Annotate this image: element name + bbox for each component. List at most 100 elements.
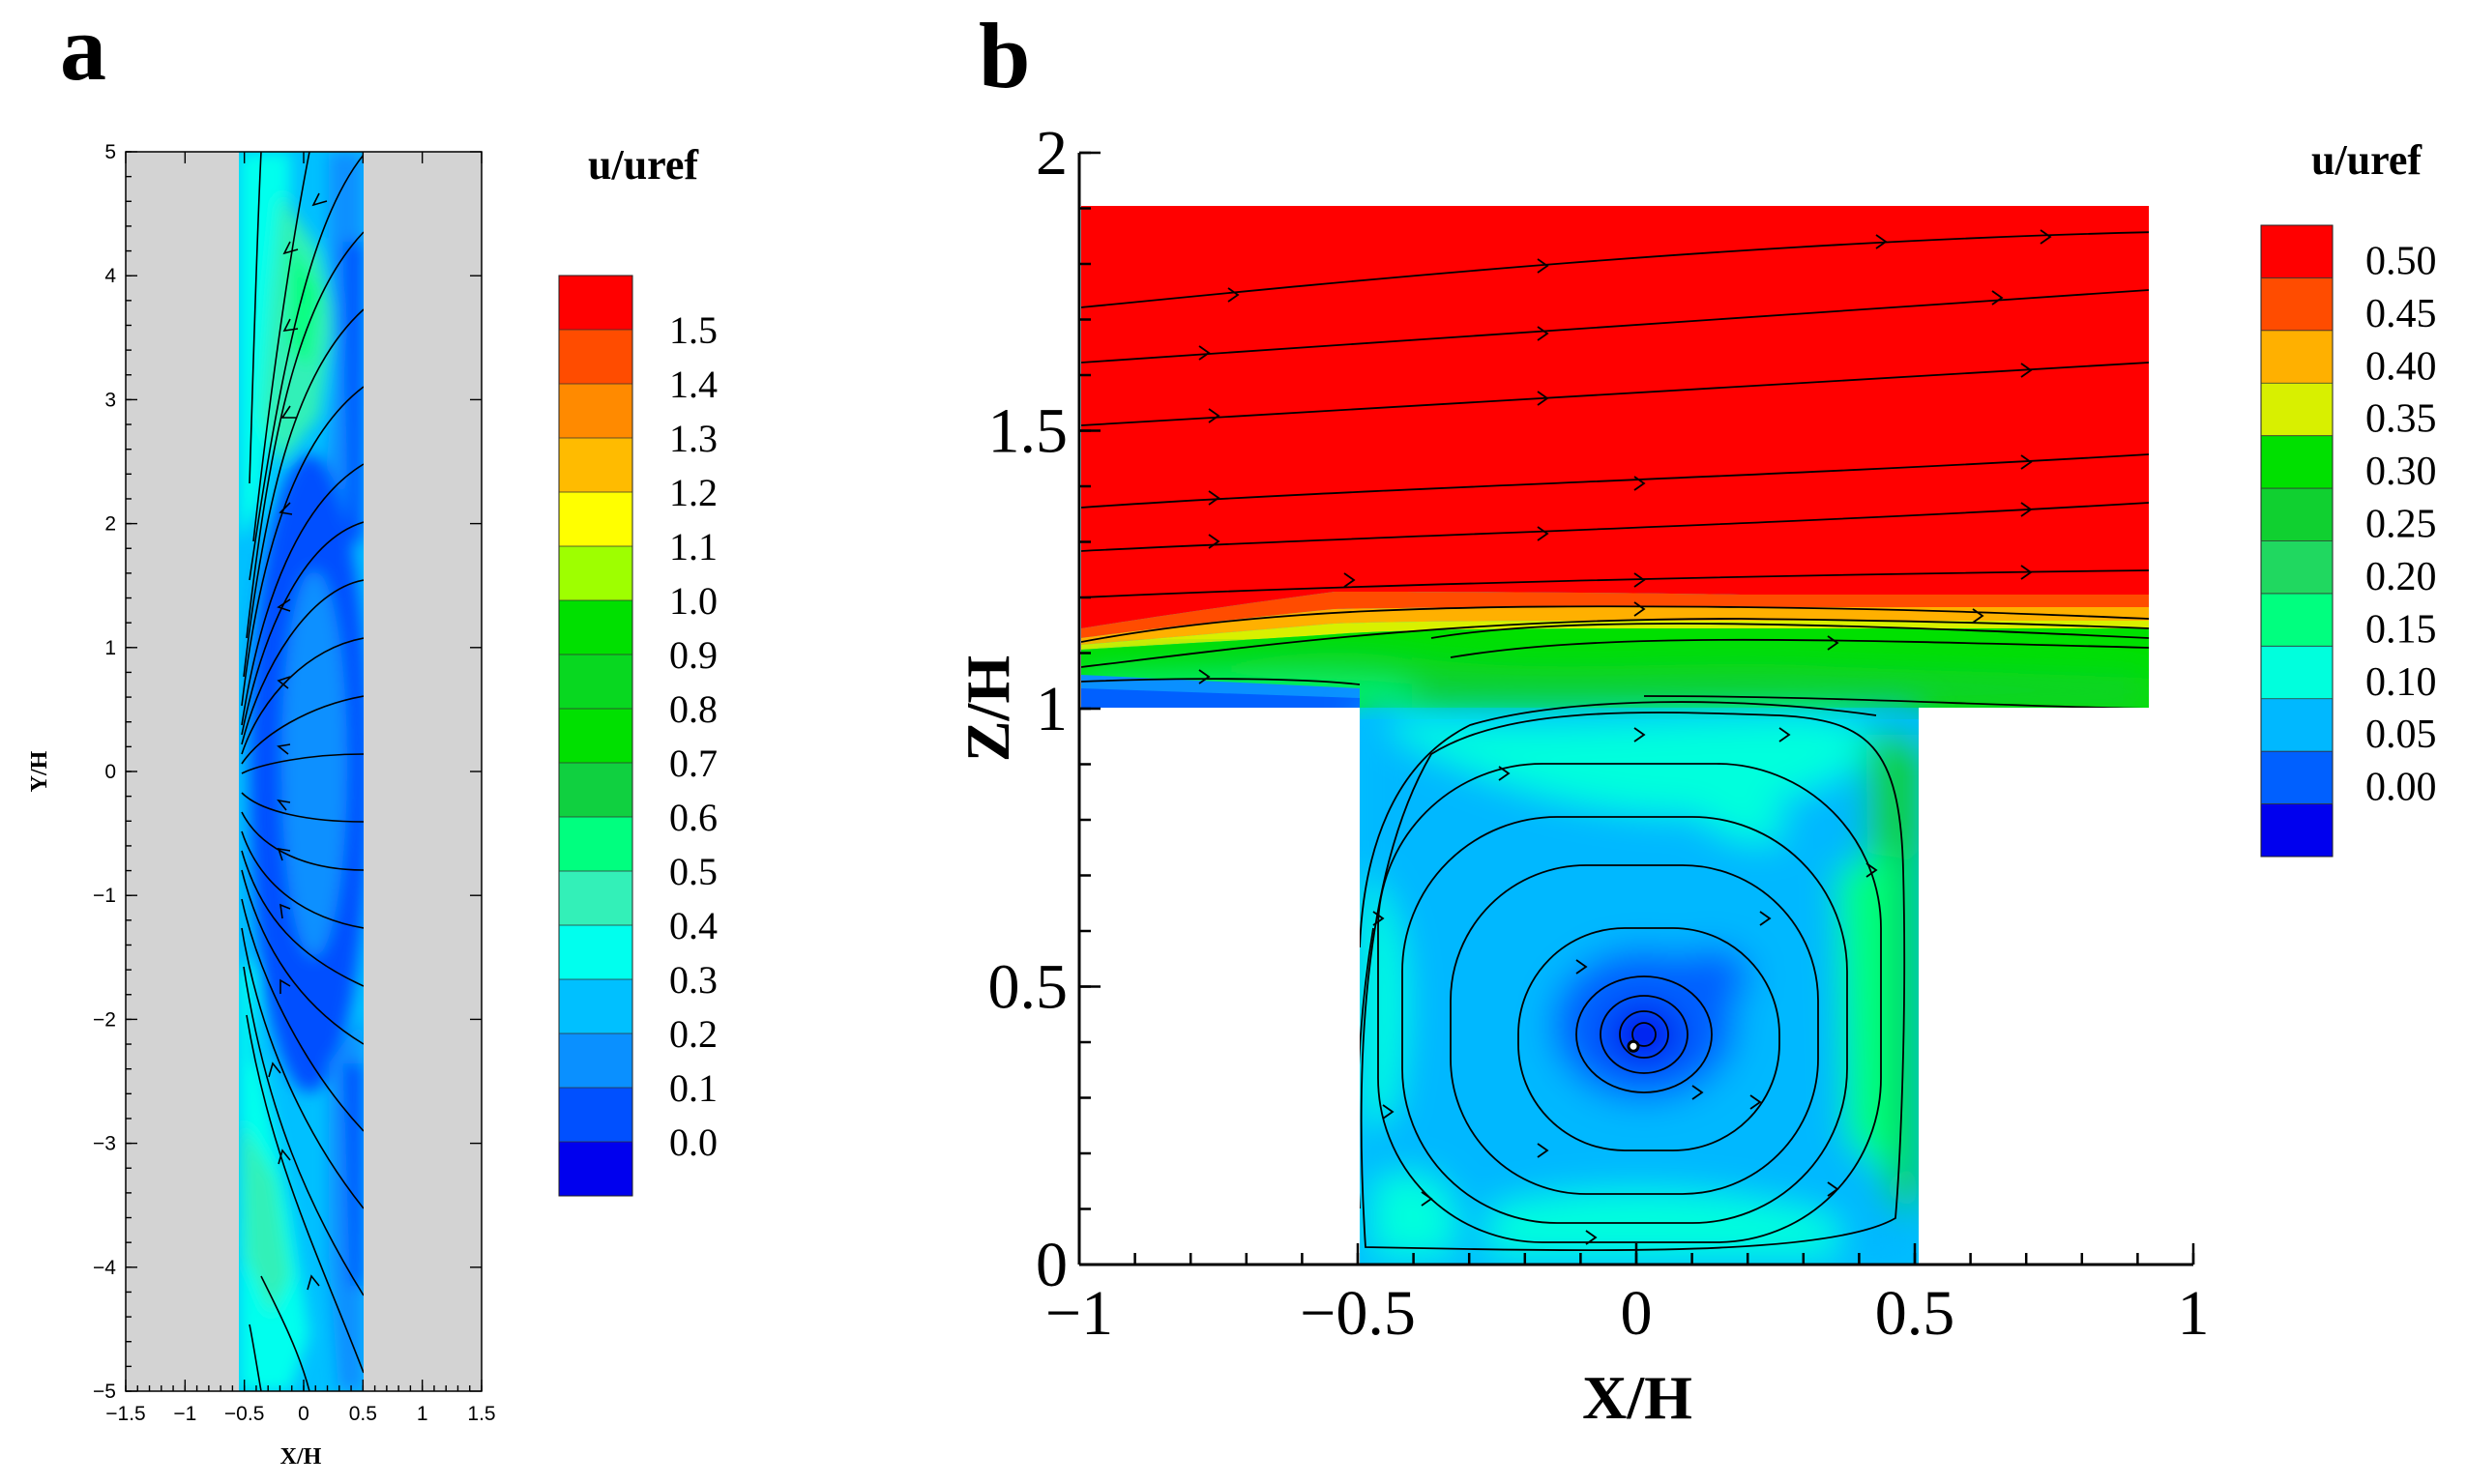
- y-tick-label-b: 2: [1036, 118, 1068, 189]
- colorbar-swatch-a: [559, 871, 632, 926]
- stream-arrow-b: [1972, 608, 1984, 624]
- y-tick-label-b: 1: [1036, 674, 1068, 744]
- colorbar-swatch-a: [559, 492, 632, 547]
- stream-arrow-b: [1343, 572, 1356, 588]
- colorbar-swatch-b: [2261, 540, 2333, 595]
- colorbar-swatch-b: [2261, 751, 2333, 805]
- x-axis-label-b: X/H: [1582, 1363, 1692, 1432]
- stream-arrow-b: [1633, 727, 1646, 742]
- colorbar-swatch-a: [559, 655, 632, 710]
- stream-arrow-b: [1198, 669, 1211, 684]
- stream-arrow-b: [2020, 363, 2033, 378]
- colorbar-label-b: 0.00: [2365, 766, 2437, 810]
- y-tick-label-b: 0: [1036, 1230, 1068, 1300]
- colorbar-swatch-b: [2261, 803, 2333, 858]
- panel-b: −1 −0.5 0 0.5 1 0 0.5 1 1.5 2 X/H Z/H u/uref 0.50…: [954, 118, 2437, 1432]
- colorbar-label-b: 0.05: [2365, 713, 2437, 757]
- colorbar-swatch-b: [2261, 646, 2333, 700]
- stream-arrow-b: [2040, 229, 2052, 245]
- colorbar-label-a: 1.0: [669, 579, 718, 623]
- y-tick-label-a: −5: [93, 1381, 116, 1403]
- stream-arrow-b: [1827, 1181, 1839, 1197]
- stream-arrow-b: [1208, 534, 1220, 549]
- x-tick-label-a: 0.5: [349, 1403, 377, 1425]
- colorbar-title-b: u/uref: [2311, 136, 2423, 184]
- colorbar-label-b: 0.50: [2365, 239, 2437, 283]
- panel-a: −1.5 −1 −0.5 0 0.5 1 1.5 −5 −4 −3 −2 −1 0 1 2 3 4 5 X/H Y…: [27, 141, 718, 1469]
- y-tick-label-a: 1: [104, 637, 116, 659]
- stream-arrow-b: [1749, 1094, 1762, 1110]
- stream-arrow-b: [1537, 526, 1549, 541]
- stream-arrow-b: [1382, 1104, 1395, 1120]
- stream-arrow-b: [1227, 287, 1240, 303]
- stream-arrow-b: [1198, 345, 1211, 361]
- ticks-a: [125, 151, 483, 1392]
- colorbar-swatch-a: [559, 1142, 632, 1197]
- y-tick-label-a: 4: [104, 265, 116, 287]
- colorbar-label-a: 0.5: [669, 850, 718, 893]
- stream-arrow-b: [1759, 911, 1772, 926]
- streamlines-a: [241, 152, 364, 1391]
- colorbar-label-a: 0.1: [669, 1066, 718, 1110]
- x-tick-label-b: −1: [1045, 1278, 1113, 1349]
- x-tick-label-a: −0.5: [224, 1403, 264, 1425]
- colorbar-swatch-a: [559, 979, 632, 1034]
- colorbar-swatch-b: [2261, 488, 2333, 541]
- stream-arrow-b: [1875, 234, 1888, 249]
- colorbar-swatch-b: [2261, 698, 2333, 752]
- colorbar-label-b: 0.15: [2365, 607, 2437, 652]
- colorbar-swatch-a: [559, 925, 632, 980]
- colorbar-swatch-b: [2261, 383, 2333, 437]
- x-tick-label-b: 1: [2178, 1278, 2210, 1349]
- stream-arrow-b: [1991, 290, 2004, 306]
- stream-arrow-b: [1575, 959, 1588, 975]
- wall-left: [126, 152, 239, 1391]
- y-tick-label-a: 5: [104, 141, 116, 163]
- y-tick-label-a: −1: [93, 885, 116, 907]
- colorbar-label-b: 0.30: [2365, 450, 2437, 494]
- y-tick-label-b: 0.5: [988, 952, 1069, 1023]
- x-tick-label-a: 1: [417, 1403, 428, 1425]
- stream-arrows-a: [268, 192, 328, 1291]
- y-tick-label-b: 1.5: [988, 396, 1069, 467]
- x-axis-label-a: X/H: [280, 1444, 322, 1469]
- stream-arrow-b: [2020, 454, 2033, 470]
- x-tick-label-b: −0.5: [1300, 1278, 1416, 1349]
- x-tick-label-a: 0: [298, 1403, 309, 1425]
- colorbar-label-b: 0.40: [2365, 344, 2437, 389]
- colorbar-swatch-a: [559, 817, 632, 872]
- y-tick-label-a: −3: [93, 1133, 116, 1155]
- stream-arrow-b: [1827, 635, 1839, 651]
- colorbar-label-a: 0.0: [669, 1120, 718, 1164]
- stream-arrow-b: [1537, 1143, 1549, 1158]
- colorbar-label-a: 1.1: [669, 525, 718, 568]
- stream-arrow-b: [2020, 502, 2033, 517]
- stream-arrow-b: [1498, 766, 1511, 781]
- colorbar-swatch-a: [559, 600, 632, 655]
- colorbar-label-a: 1.2: [669, 471, 718, 514]
- colorbar-label-b: 0.20: [2365, 555, 2437, 599]
- colorbar-swatch-a: [559, 438, 632, 493]
- y-axis-label-b: Z/H: [954, 655, 1022, 762]
- x-tick-label-b: 0: [1621, 1278, 1653, 1349]
- stream-arrow-b: [2020, 565, 2033, 580]
- colorbar-label-a: 0.4: [669, 904, 718, 947]
- stream-arrow-b: [1633, 601, 1646, 617]
- stream-arrow-b: [1778, 727, 1791, 742]
- contour-field-a: [239, 152, 364, 1391]
- colorbar-swatch-a: [559, 1033, 632, 1089]
- stream-arrow-b: [1633, 572, 1646, 588]
- colorbar-a: 1.5 1.4 1.3 1.2 1.1 1.0 0.9 0.8 0.7 0.6 0.5 0.4 0.3 0…: [558, 275, 718, 1197]
- colorbar-swatch-b: [2261, 330, 2333, 384]
- stream-arrow-b: [1585, 1230, 1598, 1245]
- stream-arrow-b: [1691, 1085, 1704, 1100]
- colorbar-label-b: 0.25: [2365, 503, 2437, 547]
- colorbar-swatch-b: [2261, 277, 2333, 332]
- y-tick-label-a: 3: [104, 389, 116, 411]
- colorbar-b: 0.50 0.45 0.40 0.35 0.30 0.25 0.20 0.15 0.10 0.05…: [2260, 224, 2437, 858]
- x-tick-label-a: −1.5: [105, 1403, 145, 1425]
- colorbar-swatch-a: [559, 330, 632, 385]
- stream-arrow-b: [1537, 258, 1549, 274]
- stream-arrows-b: [1198, 229, 2052, 1245]
- colorbar-label-a: 1.5: [669, 308, 718, 352]
